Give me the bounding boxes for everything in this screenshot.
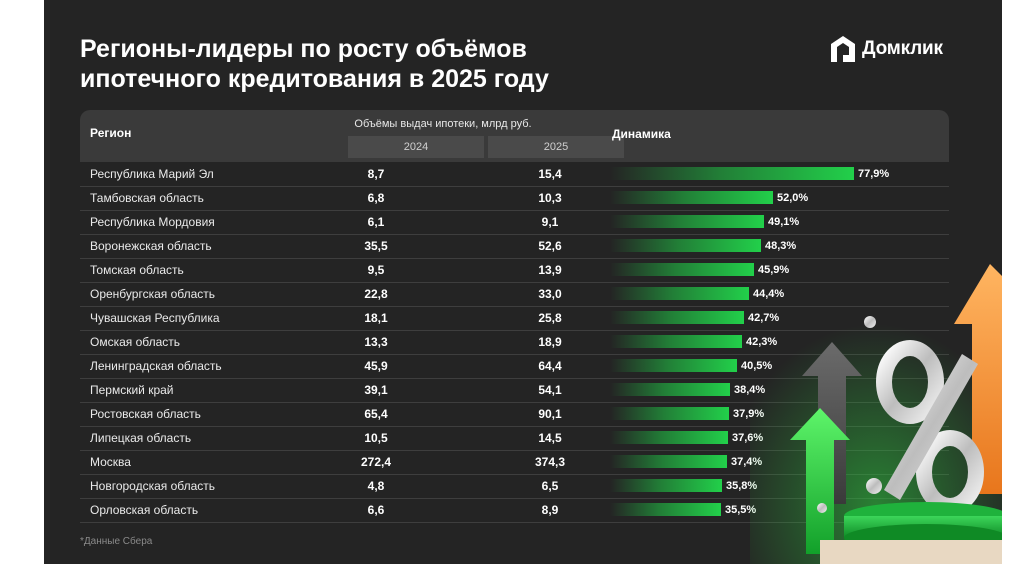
cell-region: Томская область: [90, 263, 184, 277]
cell-value-2025: 90,1: [538, 407, 562, 421]
header-year-2024: 2024: [348, 136, 484, 158]
cell-value-2025: 15,4: [538, 167, 562, 181]
cell-value-2025: 64,4: [538, 359, 562, 373]
table-row: Пермский край 39,1 54,1 38,4%: [80, 378, 949, 403]
growth-bar: [610, 455, 727, 468]
growth-label: 35,8%: [726, 480, 758, 492]
growth-bar: [610, 383, 730, 396]
cell-value-2024: 39,1: [364, 383, 388, 397]
cell-value-2025: 8,9: [541, 503, 559, 517]
table-row: Орловская область 6,6 8,9 35,5%: [80, 498, 949, 523]
cell-region: Тамбовская область: [90, 191, 204, 205]
growth-label: 35,5%: [725, 504, 757, 516]
cell-value-2025: 18,9: [538, 335, 562, 349]
cell-value-2025: 33,0: [538, 287, 562, 301]
growth-bar: [610, 167, 854, 180]
house-logo-icon: [831, 36, 855, 62]
growth-bar: [610, 359, 737, 372]
cell-region: Орловская область: [90, 503, 199, 517]
growth-bar: [610, 191, 773, 204]
growth-label: 49,1%: [768, 216, 800, 228]
cell-value-2024: 272,4: [360, 455, 392, 469]
cell-value-2024: 6,8: [367, 191, 385, 205]
cell-value-2024: 18,1: [364, 311, 388, 325]
growth-bar: [610, 407, 729, 420]
growth-label: 77,9%: [858, 168, 890, 180]
cell-value-2024: 65,4: [364, 407, 388, 421]
cell-value-2024: 22,8: [364, 287, 388, 301]
cell-region: Ленинградская область: [90, 359, 222, 373]
cell-value-2024: 6,6: [367, 503, 385, 517]
brand-name: Домклик: [862, 38, 943, 59]
cell-value-2025: 6,5: [541, 479, 559, 493]
cell-value-2024: 13,3: [364, 335, 388, 349]
chart-title: Регионы-лидеры по росту объёмов ипотечно…: [80, 34, 700, 94]
growth-bar: [610, 239, 761, 252]
infographic-canvas: Регионы-лидеры по росту объёмов ипотечно…: [44, 0, 1002, 564]
cell-value-2025: 10,3: [538, 191, 562, 205]
cell-region: Москва: [90, 455, 131, 469]
cell-region: Оренбургская область: [90, 287, 216, 301]
cell-region: Новгородская область: [90, 479, 216, 493]
cell-region: Республика Марий Эл: [90, 167, 214, 181]
footnote: *Данные Сбера: [80, 536, 153, 547]
growth-bar: [610, 503, 721, 516]
brand-logo: Домклик: [830, 34, 943, 64]
growth-bar: [610, 311, 744, 324]
cell-value-2024: 4,8: [367, 479, 385, 493]
header-volume-group: Объёмы выдач ипотеки, млрд руб.: [354, 118, 532, 130]
percent-arrows-illustration: [750, 264, 1002, 564]
table-row: Ростовская область 65,4 90,1 37,9%: [80, 402, 949, 427]
cell-region: Ростовская область: [90, 407, 201, 421]
cell-region: Пермский край: [90, 383, 174, 397]
header-region: Регион: [90, 126, 132, 140]
cell-value-2025: 54,1: [538, 383, 562, 397]
header-year-2025: 2025: [488, 136, 624, 158]
table-row: Республика Мордовия 6,1 9,1 49,1%: [80, 210, 949, 235]
table-row: Тамбовская область 6,8 10,3 52,0%: [80, 186, 949, 211]
growth-bar: [610, 215, 764, 228]
table-row: Новгородская область 4,8 6,5 35,8%: [80, 474, 949, 499]
cell-value-2024: 8,7: [367, 167, 385, 181]
cell-region: Чувашская Республика: [90, 311, 220, 325]
cell-value-2025: 52,6: [538, 239, 562, 253]
cell-region: Липецкая область: [90, 431, 192, 445]
cell-value-2025: 14,5: [538, 431, 562, 445]
title-line-1: Регионы-лидеры по росту объёмов: [80, 35, 527, 63]
table-row: Республика Марий Эл 8,7 15,4 77,9%: [80, 162, 949, 187]
cell-value-2025: 9,1: [541, 215, 559, 229]
cell-value-2025: 25,8: [538, 311, 562, 325]
cell-region: Республика Мордовия: [90, 215, 215, 229]
growth-bar: [610, 431, 728, 444]
growth-label: 52,0%: [777, 192, 809, 204]
cell-value-2024: 45,9: [364, 359, 388, 373]
growth-bar: [610, 479, 722, 492]
cell-value-2024: 10,5: [364, 431, 388, 445]
cell-value-2024: 35,5: [364, 239, 388, 253]
cell-value-2025: 374,3: [534, 455, 566, 469]
table-header: Регион Объёмы выдач ипотеки, млрд руб. 2…: [80, 110, 949, 162]
growth-label: 48,3%: [765, 240, 797, 252]
title-line-2: ипотечного кредитования в 2025 году: [80, 65, 549, 93]
cell-region: Омская область: [90, 335, 181, 349]
table-row: Воронежская область 35,5 52,6 48,3%: [80, 234, 949, 259]
growth-bar: [610, 263, 754, 276]
cell-value-2024: 6,1: [367, 215, 385, 229]
cell-region: Воронежская область: [90, 239, 212, 253]
growth-bar: [610, 287, 749, 300]
growth-bar: [610, 335, 742, 348]
cell-value-2025: 13,9: [538, 263, 562, 277]
header-dynamics: Динамика: [612, 127, 671, 141]
cell-value-2024: 9,5: [367, 263, 385, 277]
